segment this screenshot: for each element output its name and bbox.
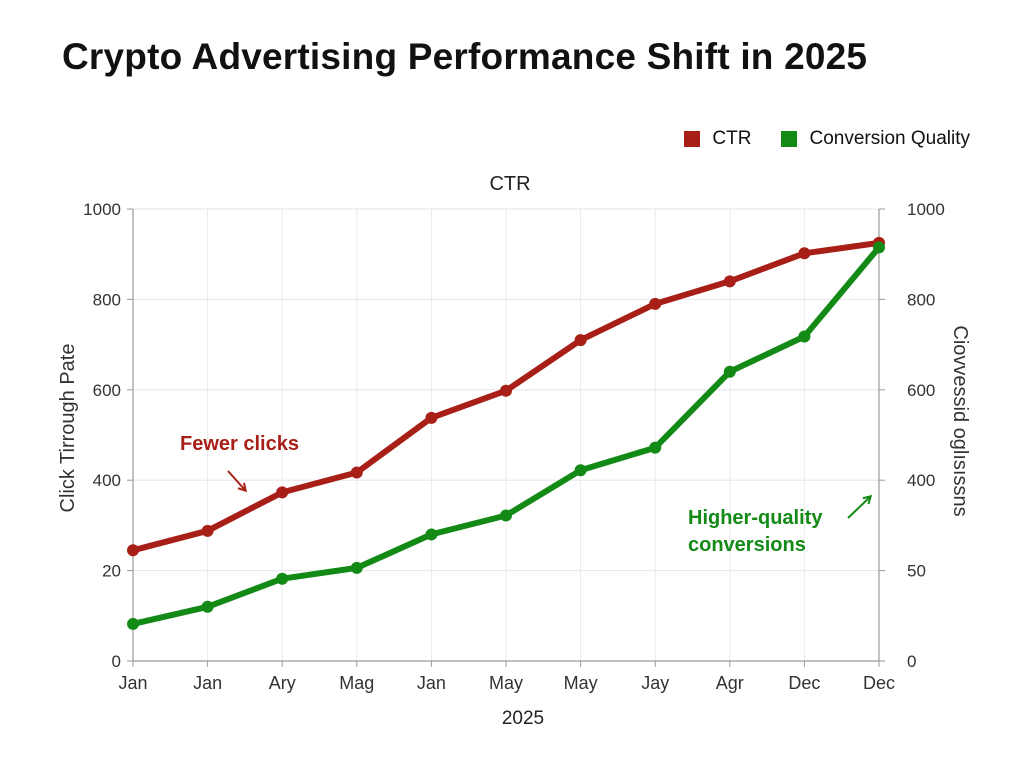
data-point-conversion-quality xyxy=(649,441,662,454)
legend-label-conversion-quality: Conversion Quality xyxy=(809,128,970,149)
data-point-ctr xyxy=(276,486,289,499)
data-point-conversion-quality xyxy=(798,330,811,343)
annotation-higher-quality-line2: conversions xyxy=(688,534,806,556)
x-tick-label: Agr xyxy=(716,673,744,693)
series xyxy=(127,236,885,630)
x-tick-label: Jay xyxy=(641,673,669,693)
y-tick-label-left: 400 xyxy=(93,471,121,490)
legend-item-ctr: CTR xyxy=(684,128,751,150)
data-point-conversion-quality xyxy=(201,600,214,613)
data-point-ctr xyxy=(500,384,512,397)
y-tick-label-left: 20 xyxy=(102,562,121,581)
data-point-conversion-quality xyxy=(723,365,736,378)
y-tick-label-left: 800 xyxy=(93,290,121,309)
data-point-ctr xyxy=(574,334,587,347)
data-point-ctr xyxy=(201,524,214,537)
y-tick-label-right: 400 xyxy=(907,471,935,490)
x-tick-label: Jan xyxy=(417,673,446,693)
legend-item-conversion-quality: Conversion Quality xyxy=(781,128,970,150)
data-point-ctr xyxy=(798,247,811,260)
axes: 0 0 20 50 400 400 600 600 800 800 1000 1000 Jan Jan Ar… xyxy=(83,200,945,693)
y-tick-label-left: 0 xyxy=(112,652,121,671)
data-point-ctr xyxy=(649,297,662,310)
x-tick-label: Jan xyxy=(193,673,222,693)
data-point-ctr xyxy=(723,275,736,288)
y-axis-label-right: Ciovvessid oglısıssns xyxy=(949,325,971,516)
x-tick-label: Mag xyxy=(339,673,374,693)
annotation-arrow-higher-quality xyxy=(847,497,870,519)
data-point-conversion-quality xyxy=(500,509,512,522)
data-point-conversion-quality xyxy=(276,572,289,585)
chart-title: Crypto Advertising Performance Shift in … xyxy=(62,36,868,77)
legend: CTR Conversion Quality xyxy=(684,128,970,150)
y-tick-label-left: 1000 xyxy=(83,200,121,219)
annotation-arrow-fewer-clicks xyxy=(227,470,245,490)
annotation-fewer-clicks: Fewer clicks xyxy=(180,433,299,455)
y-tick-label-right: 0 xyxy=(907,652,916,671)
chart-subtitle: CTR xyxy=(489,173,530,195)
x-tick-label: May xyxy=(564,673,598,693)
y-tick-label-right: 50 xyxy=(907,562,926,581)
x-tick-label: Dec xyxy=(788,673,820,693)
data-point-ctr xyxy=(425,411,438,424)
data-point-conversion-quality xyxy=(873,241,885,254)
legend-label-ctr: CTR xyxy=(712,128,752,149)
data-point-ctr xyxy=(127,544,139,557)
data-point-ctr xyxy=(350,466,363,479)
x-tick-label: May xyxy=(489,673,523,693)
y-axis-label-left: Click Tirrough Pate xyxy=(57,344,79,513)
legend-swatch-conversion-quality xyxy=(781,131,798,147)
data-point-conversion-quality xyxy=(350,561,363,574)
y-tick-label-right: 1000 xyxy=(907,200,945,219)
x-tick-label: Jan xyxy=(118,673,147,693)
data-point-conversion-quality xyxy=(127,617,139,630)
data-point-conversion-quality xyxy=(425,528,438,541)
x-axis-label: 2025 xyxy=(502,708,544,729)
legend-swatch-ctr xyxy=(684,131,701,147)
x-tick-label: Dec xyxy=(863,673,895,693)
y-tick-label-right: 600 xyxy=(907,381,935,400)
y-tick-label-right: 800 xyxy=(907,290,935,309)
y-tick-label-left: 600 xyxy=(93,381,121,400)
x-tick-label: Ary xyxy=(269,673,296,693)
data-point-conversion-quality xyxy=(574,464,587,477)
annotation-higher-quality-line1: Higher-quality xyxy=(688,507,823,529)
